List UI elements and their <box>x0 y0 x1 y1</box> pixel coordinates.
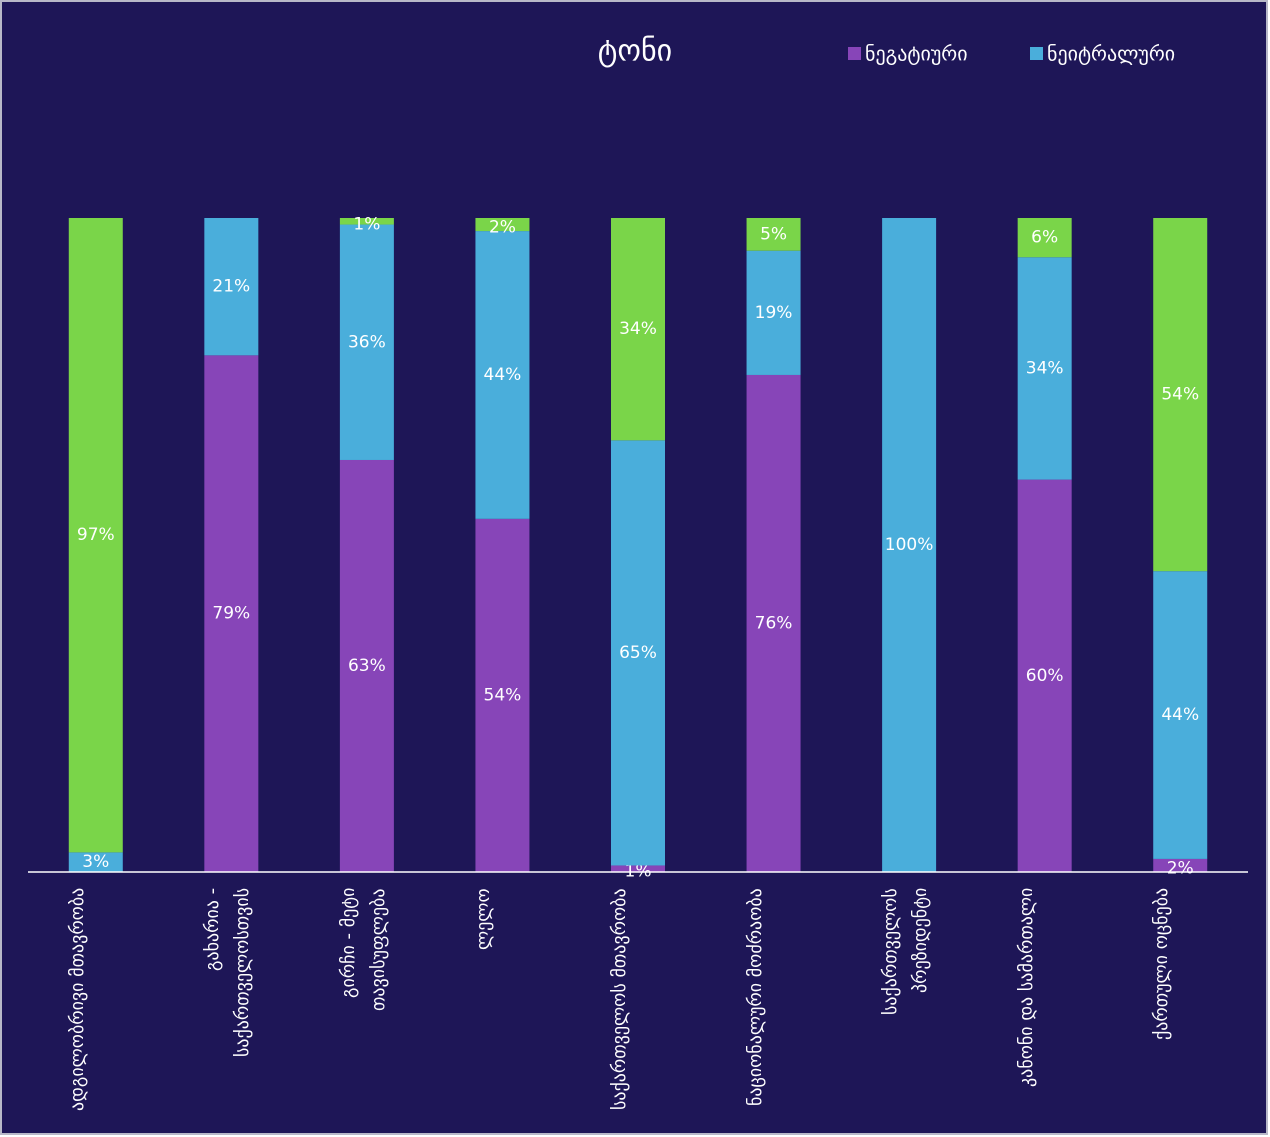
data-label: 100% <box>885 535 934 555</box>
data-label: 21% <box>212 277 250 297</box>
data-label: 36% <box>348 332 386 352</box>
data-label: 5% <box>760 224 787 244</box>
x-tick-label: საქართველოს პრეზიდენტი <box>880 888 932 1015</box>
data-label: 97% <box>77 525 115 545</box>
data-label: 6% <box>1031 228 1058 248</box>
data-label: 79% <box>212 604 250 624</box>
data-label: 1% <box>353 214 380 234</box>
bar-segment <box>1153 858 1208 872</box>
legend-swatch <box>848 47 861 60</box>
x-tick-label: გირჩი - მეტი თავისუფლება <box>337 888 389 1011</box>
bar-segment <box>339 218 394 225</box>
x-tick-label: საქართველოს მთავრობა <box>609 888 630 1110</box>
data-label: 2% <box>1167 858 1194 878</box>
bar-segment <box>882 218 937 872</box>
data-label: 44% <box>1161 705 1199 725</box>
legend-swatch <box>1030 47 1043 60</box>
x-tick-label: ადგილობრივი მთავრობა <box>66 888 88 1112</box>
bar-segment <box>611 440 665 866</box>
bar-segment <box>68 852 123 872</box>
data-label: 34% <box>619 319 657 339</box>
bar-segment <box>339 459 394 872</box>
bar-segment <box>1017 218 1072 258</box>
data-label: 44% <box>484 365 522 385</box>
data-label: 54% <box>1161 385 1199 405</box>
bar-segment <box>204 218 259 356</box>
bar-segment <box>611 865 665 872</box>
data-label: 76% <box>755 613 793 633</box>
bar-segment <box>611 218 665 441</box>
bar-segment <box>68 218 123 853</box>
legend-label: ნეიტრალური <box>1047 42 1175 66</box>
data-label: 19% <box>755 303 793 323</box>
x-tick-label: გახარია - საქართველოსთვის <box>202 888 254 1058</box>
bar-segment <box>475 218 530 232</box>
data-label: 34% <box>1026 358 1064 378</box>
bar-segment <box>1153 218 1208 572</box>
bar-segment <box>475 231 530 519</box>
bar-segment <box>746 218 801 251</box>
bar-segment <box>746 374 801 872</box>
bar-segment <box>204 355 259 873</box>
data-label: 65% <box>619 643 657 663</box>
bar-segment <box>1153 571 1208 859</box>
chart-title: ტონი <box>598 34 672 69</box>
data-label: 3% <box>82 852 109 872</box>
data-label: 60% <box>1026 666 1064 686</box>
data-label: 2% <box>489 218 516 238</box>
bar-segment <box>475 518 530 872</box>
bar-segment <box>339 224 394 460</box>
x-tick-label: ლელო <box>473 888 495 950</box>
x-tick-label: ქართული ოცნება <box>1151 888 1173 1041</box>
data-label: 54% <box>484 685 522 705</box>
bar-segment <box>1017 479 1072 872</box>
data-label: 63% <box>348 656 386 676</box>
x-tick-label: კანონი და სამართალი <box>1015 888 1037 1088</box>
bar-segment <box>746 250 801 375</box>
x-tick-label: ნაციონალური მოძრაობა <box>744 888 766 1106</box>
legend-label: ნეგატიური <box>865 42 968 66</box>
bar-segment <box>1017 257 1072 480</box>
